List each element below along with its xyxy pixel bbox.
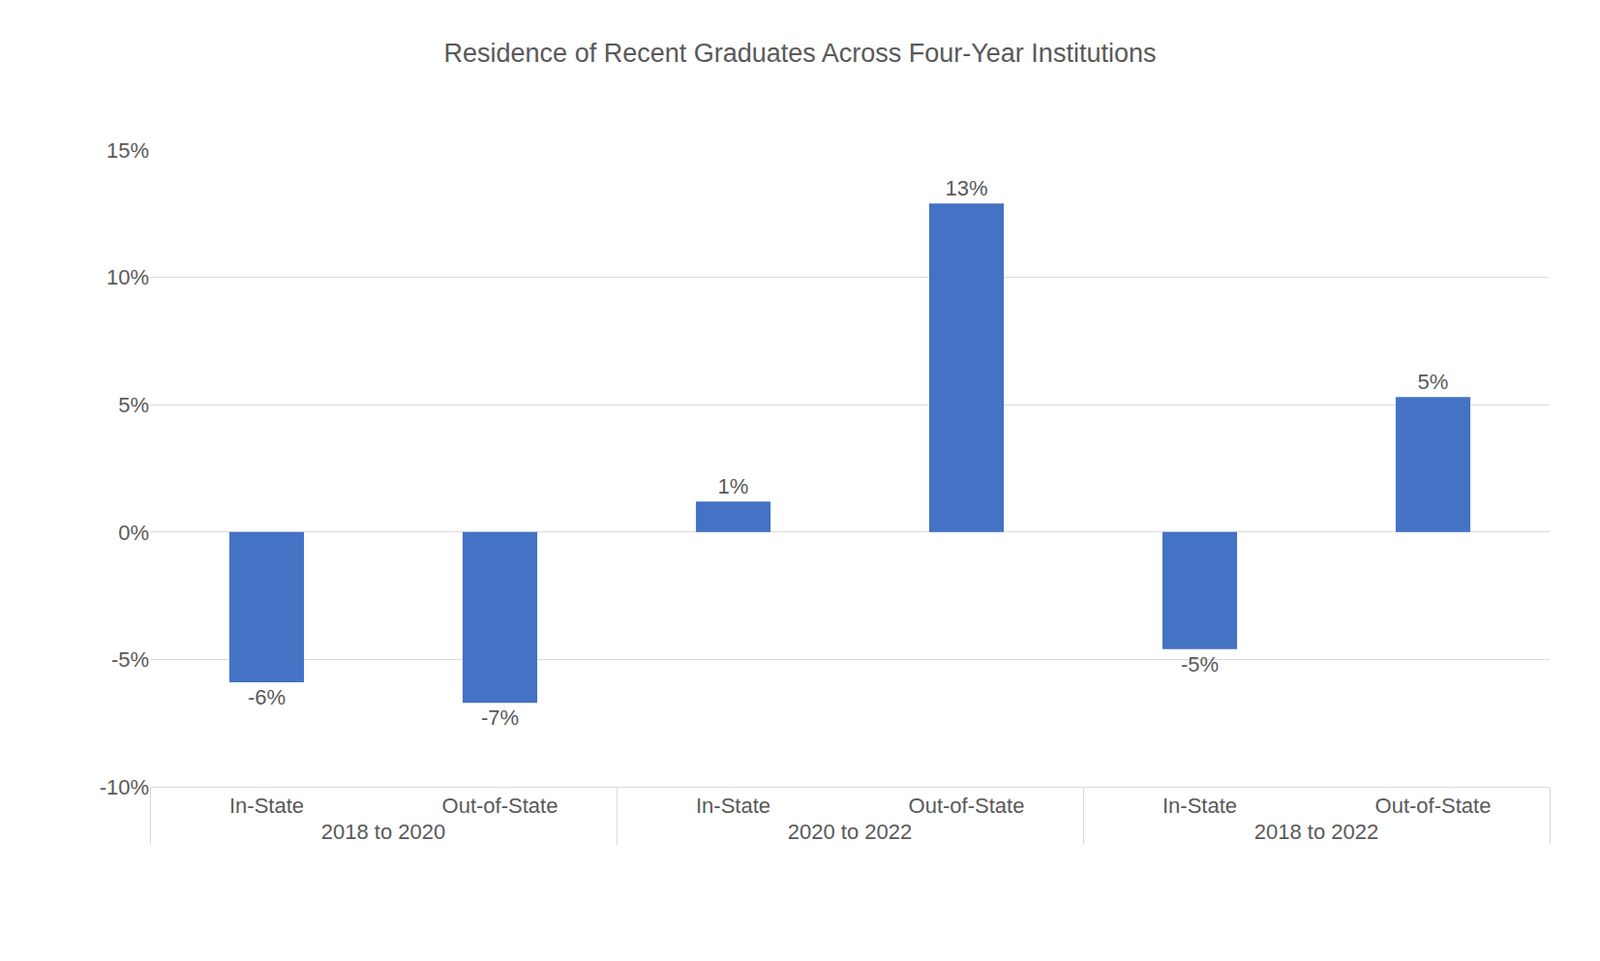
svg-text:15%: 15% <box>106 138 150 163</box>
svg-text:-5%: -5% <box>1180 652 1219 677</box>
svg-text:Residence of Recent Graduates: Residence of Recent Graduates Across Fou… <box>444 38 1157 68</box>
svg-text:In-State: In-State <box>695 793 771 818</box>
svg-text:Out-of-State: Out-of-State <box>442 793 559 818</box>
svg-text:5%: 5% <box>118 392 150 418</box>
svg-text:2018 to 2020: 2018 to 2020 <box>321 819 446 845</box>
svg-text:In-State: In-State <box>229 793 304 818</box>
svg-text:13%: 13% <box>944 176 988 201</box>
svg-text:-7%: -7% <box>481 705 519 730</box>
svg-text:10%: 10% <box>106 265 150 290</box>
svg-text:In-State: In-State <box>1162 793 1238 818</box>
svg-text:2018 to 2022: 2018 to 2022 <box>1254 819 1379 845</box>
svg-text:-6%: -6% <box>247 685 286 710</box>
svg-text:5%: 5% <box>1418 369 1450 394</box>
svg-text:-5%: -5% <box>111 647 150 672</box>
svg-text:Out-of-State: Out-of-State <box>1375 793 1492 818</box>
svg-text:2020 to 2022: 2020 to 2022 <box>787 819 912 845</box>
svg-text:Out-of-State: Out-of-State <box>908 793 1026 818</box>
svg-text:-10%: -10% <box>99 775 150 800</box>
svg-text:1%: 1% <box>718 474 750 499</box>
svg-text:0%: 0% <box>118 520 150 545</box>
